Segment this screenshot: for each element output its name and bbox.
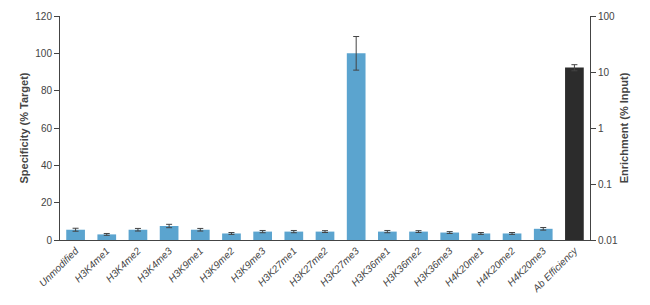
svg-text:H4K20me1: H4K20me1 — [443, 245, 486, 288]
svg-text:60: 60 — [41, 123, 53, 134]
svg-text:H3K4me1: H3K4me1 — [72, 245, 111, 284]
svg-text:Unmodified: Unmodified — [37, 245, 81, 289]
svg-text:1: 1 — [598, 123, 604, 134]
svg-text:80: 80 — [41, 85, 53, 96]
svg-text:Ab Efficiency: Ab Efficiency — [530, 244, 580, 294]
svg-text:H3K36me1: H3K36me1 — [349, 245, 392, 288]
svg-text:0.1: 0.1 — [598, 179, 612, 190]
svg-text:0: 0 — [46, 235, 52, 246]
svg-text:0.01: 0.01 — [598, 235, 618, 246]
svg-text:H4K20me2: H4K20me2 — [474, 245, 517, 288]
svg-text:100: 100 — [598, 11, 615, 22]
svg-text:H4K20me3: H4K20me3 — [505, 245, 548, 288]
svg-text:H3K36me2: H3K36me2 — [380, 245, 423, 288]
svg-text:H3K27me3: H3K27me3 — [318, 245, 361, 288]
svg-text:H3K9me2: H3K9me2 — [197, 245, 237, 285]
svg-text:H3K9me1: H3K9me1 — [166, 245, 205, 284]
svg-text:10: 10 — [598, 67, 610, 78]
svg-text:20: 20 — [41, 197, 53, 208]
svg-text:H3K4me3: H3K4me3 — [135, 245, 175, 285]
svg-text:H3K36me3: H3K36me3 — [412, 245, 455, 288]
svg-text:40: 40 — [41, 160, 53, 171]
svg-text:120: 120 — [35, 11, 52, 22]
svg-text:Enrichment (% Input): Enrichment (% Input) — [618, 72, 630, 183]
svg-text:Specificity (% Target): Specificity (% Target) — [18, 72, 30, 183]
svg-text:H3K27me2: H3K27me2 — [287, 245, 330, 288]
svg-text:H3K4me2: H3K4me2 — [104, 245, 144, 285]
svg-text:100: 100 — [35, 48, 52, 59]
svg-text:H3K27me1: H3K27me1 — [256, 245, 299, 288]
svg-text:H3K9me3: H3K9me3 — [228, 245, 268, 285]
